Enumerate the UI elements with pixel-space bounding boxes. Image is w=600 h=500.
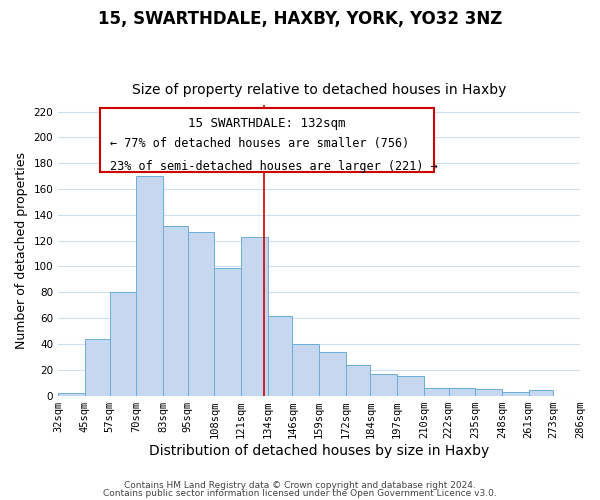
Bar — [319, 352, 346, 396]
Y-axis label: Number of detached properties: Number of detached properties — [15, 152, 28, 349]
FancyBboxPatch shape — [100, 108, 434, 172]
Text: 15 SWARTHDALE: 132sqm: 15 SWARTHDALE: 132sqm — [188, 116, 346, 130]
Bar — [502, 392, 529, 396]
Bar — [475, 389, 502, 396]
Text: Contains public sector information licensed under the Open Government Licence v3: Contains public sector information licen… — [103, 488, 497, 498]
Bar — [449, 388, 475, 396]
Bar — [188, 232, 214, 396]
Bar — [241, 237, 268, 396]
Bar — [110, 292, 136, 396]
Bar — [58, 393, 85, 396]
Bar — [529, 390, 553, 396]
Text: ← 77% of detached houses are smaller (756): ← 77% of detached houses are smaller (75… — [110, 137, 410, 150]
Title: Size of property relative to detached houses in Haxby: Size of property relative to detached ho… — [132, 83, 506, 97]
Bar — [292, 344, 319, 396]
Bar — [163, 226, 188, 396]
Text: Contains HM Land Registry data © Crown copyright and database right 2024.: Contains HM Land Registry data © Crown c… — [124, 481, 476, 490]
Text: 15, SWARTHDALE, HAXBY, YORK, YO32 3NZ: 15, SWARTHDALE, HAXBY, YORK, YO32 3NZ — [98, 10, 502, 28]
Bar — [346, 364, 370, 396]
X-axis label: Distribution of detached houses by size in Haxby: Distribution of detached houses by size … — [149, 444, 489, 458]
Text: 23% of semi-detached houses are larger (221) →: 23% of semi-detached houses are larger (… — [110, 160, 438, 173]
Bar — [214, 268, 241, 396]
Bar — [424, 388, 449, 396]
Bar — [85, 339, 110, 396]
Bar — [268, 316, 292, 396]
Bar — [397, 376, 424, 396]
Bar — [136, 176, 163, 396]
Bar — [370, 374, 397, 396]
